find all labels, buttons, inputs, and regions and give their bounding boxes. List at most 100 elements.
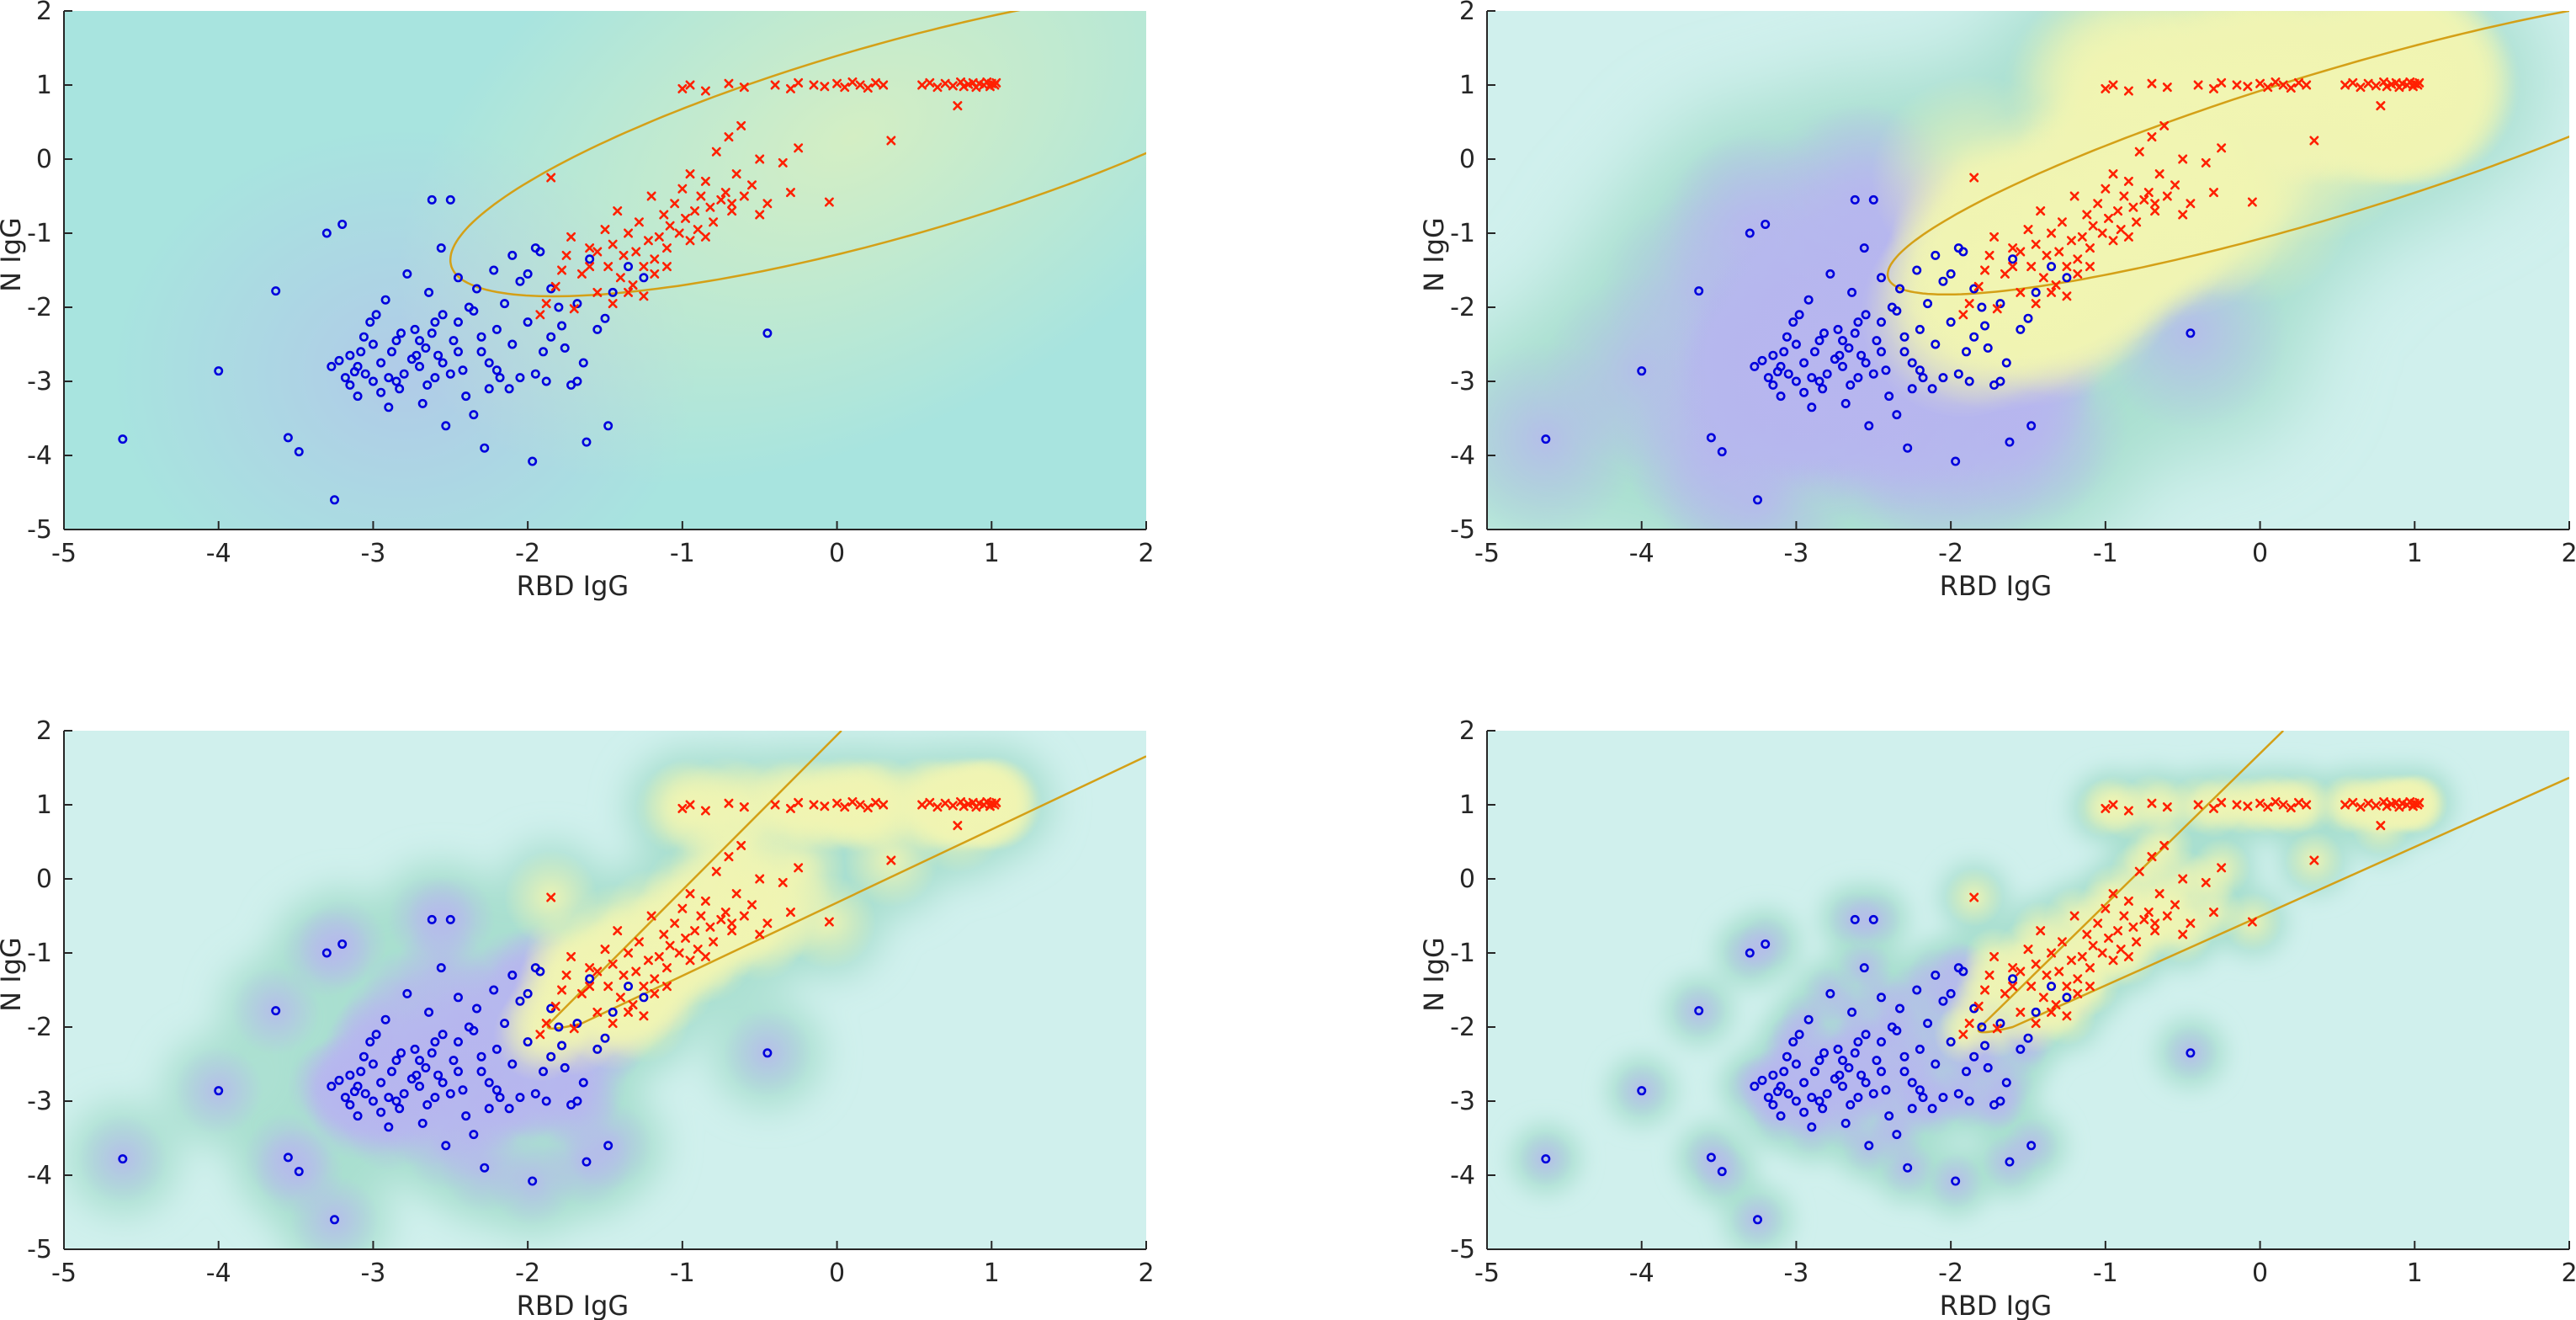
negative-sample-marker: [1872, 336, 1882, 346]
negative-sample-marker: [345, 1070, 355, 1080]
positive-sample-marker: [2286, 83, 2296, 93]
negative-sample-marker: [422, 380, 433, 390]
positive-sample-marker: [2294, 77, 2303, 88]
positive-sample-marker: [2309, 136, 2319, 146]
negative-sample-marker: [1915, 324, 1925, 334]
positive-sample-marker: [2201, 157, 2211, 168]
positive-sample-marker: [2201, 877, 2211, 887]
positive-sample-marker: [871, 77, 880, 88]
positive-sample-marker: [736, 120, 746, 130]
positive-sample-marker: [1980, 265, 1990, 275]
negative-sample-marker: [1768, 380, 1778, 390]
positive-sample-marker: [847, 77, 858, 87]
negative-sample-marker: [1761, 219, 1771, 229]
positive-sample-marker: [700, 951, 710, 961]
positive-sample-marker: [2263, 802, 2273, 812]
positive-sample-marker: [2278, 80, 2288, 90]
negative-sample-marker: [2001, 1078, 2011, 1088]
x-axis-label: RBD IgG: [517, 570, 629, 602]
negative-sample-marker: [600, 313, 610, 323]
negative-sample-marker: [472, 1003, 482, 1014]
positive-sample-marker: [2147, 132, 2157, 142]
negative-sample-marker: [1807, 402, 1817, 412]
negative-sample-marker: [1876, 1037, 1886, 1047]
y-tick-label: -3: [1450, 367, 1475, 397]
negative-sample-marker: [1868, 1088, 1878, 1099]
negative-sample-marker: [1903, 443, 1913, 453]
x-tick-label: -4: [206, 1259, 231, 1288]
y-tick-label: 0: [1459, 865, 1475, 894]
positive-sample-marker: [716, 194, 726, 205]
negative-kernel: [231, 966, 321, 1056]
positive-sample-marker: [2356, 802, 2366, 812]
positive-sample-marker: [2016, 287, 2026, 297]
negative-sample-marker: [539, 347, 549, 357]
negative-sample-marker: [504, 1104, 514, 1114]
positive-sample-marker: [690, 926, 700, 936]
positive-sample-marker: [724, 78, 734, 88]
positive-sample-marker: [643, 236, 653, 246]
negative-sample-marker: [1799, 1078, 1809, 1088]
positive-sample-marker: [615, 273, 625, 283]
positive-sample-marker: [824, 197, 834, 207]
positive-sample-marker: [2128, 922, 2138, 932]
negative-sample-marker: [271, 1006, 281, 1016]
positive-sample-marker: [705, 922, 715, 932]
positive-sample-marker: [2271, 796, 2281, 806]
positive-sample-marker: [685, 800, 695, 810]
negative-sample-marker: [1918, 1093, 1928, 1103]
positive-sample-marker: [2123, 951, 2133, 961]
negative-sample-marker: [1706, 1152, 1716, 1163]
negative-sample-marker: [380, 1014, 390, 1025]
negative-sample-marker: [1907, 384, 1917, 394]
negative-sample-marker: [1927, 384, 1937, 394]
positive-sample-marker: [2123, 896, 2133, 906]
density-surface: [1487, 731, 2569, 1249]
negative-sample-marker: [1768, 1070, 1778, 1080]
negative-sample-marker: [453, 993, 463, 1003]
negative-sample-marker: [384, 373, 394, 383]
positive-sample-marker: [2208, 803, 2218, 813]
negative-sample-marker: [1768, 1099, 1778, 1110]
negative-sample-marker: [1776, 1111, 1786, 1121]
x-tick-label: 2: [1138, 1259, 1154, 1288]
negative-sample-marker: [360, 1088, 370, 1099]
positive-sample-marker: [634, 937, 644, 947]
y-tick-label: -1: [1450, 939, 1475, 968]
positive-sample-marker: [643, 955, 653, 966]
y-tick-label: 1: [36, 71, 52, 100]
negative-sample-marker: [334, 355, 344, 365]
positive-sample-marker: [724, 852, 734, 862]
negative-sample-marker: [1861, 310, 1871, 320]
positive-sample-marker: [2143, 908, 2154, 918]
negative-sample-marker: [415, 361, 425, 371]
positive-sample-marker: [705, 202, 715, 212]
y-tick-label: -3: [27, 367, 52, 397]
positive-sample-marker: [2085, 982, 2095, 992]
positive-sample-marker: [739, 802, 749, 812]
positive-sample-marker: [566, 232, 576, 242]
negative-sample-marker: [1745, 948, 1755, 958]
positive-sample-marker: [665, 221, 675, 231]
negative-kernel: [173, 1046, 263, 1136]
positive-sample-marker: [785, 908, 795, 918]
negative-sample-marker: [321, 948, 332, 958]
scatter-markers: [1541, 77, 2425, 505]
positive-sample-marker: [2000, 988, 2010, 998]
negative-sample-marker: [2016, 324, 2026, 334]
negative-sample-marker: [396, 1048, 406, 1058]
negative-sample-marker: [1899, 1051, 1909, 1062]
negative-sample-marker: [476, 1067, 486, 1077]
negative-sample-marker: [402, 988, 412, 998]
positive-sample-marker: [2108, 80, 2118, 90]
positive-sample-marker: [2309, 855, 2319, 865]
positive-sample-marker: [855, 800, 865, 810]
negative-sample-marker: [1791, 1059, 1801, 1069]
positive-sample-marker: [716, 914, 726, 924]
positive-sample-marker: [2162, 191, 2172, 201]
x-tick-label: -4: [1629, 539, 1654, 568]
positive-sample-marker: [1958, 310, 1968, 320]
negative-sample-marker: [469, 1130, 479, 1140]
negative-sample-marker: [1876, 1067, 1886, 1077]
positive-sample-marker: [700, 86, 710, 96]
